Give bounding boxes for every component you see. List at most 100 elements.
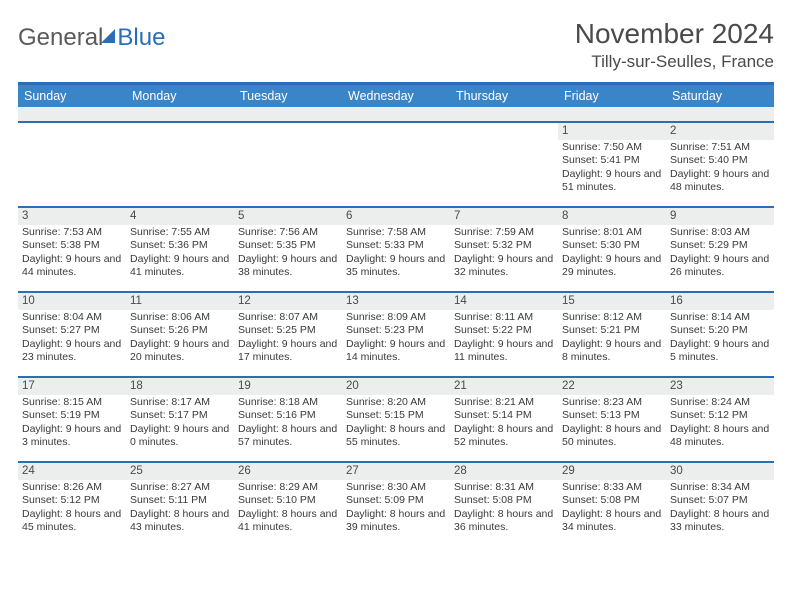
daylight-text: Daylight: 9 hours and 51 minutes. [562,168,662,195]
sunrise-text: Sunrise: 8:24 AM [670,396,770,409]
sunrise-text: Sunrise: 7:53 AM [22,226,122,239]
sunset-text: Sunset: 5:17 PM [130,409,230,422]
week-row: 10Sunrise: 8:04 AMSunset: 5:27 PMDayligh… [18,291,774,376]
day-header-row: Sunday Monday Tuesday Wednesday Thursday… [18,85,774,107]
day-number: 23 [666,378,774,395]
dayhead-monday: Monday [126,85,234,107]
sunset-text: Sunset: 5:27 PM [22,324,122,337]
sunrise-text: Sunrise: 8:26 AM [22,481,122,494]
spacer-row [18,107,774,121]
sunset-text: Sunset: 5:19 PM [22,409,122,422]
day-cell: 11Sunrise: 8:06 AMSunset: 5:26 PMDayligh… [126,293,234,376]
daylight-text: Daylight: 9 hours and 11 minutes. [454,338,554,365]
day-number: 29 [558,463,666,480]
day-number: 13 [342,293,450,310]
daylight-text: Daylight: 9 hours and 23 minutes. [22,338,122,365]
logo: General Blue [18,18,165,52]
day-detail: Sunrise: 8:15 AMSunset: 5:19 PMDaylight:… [18,396,126,452]
daylight-text: Daylight: 8 hours and 41 minutes. [238,508,338,535]
sunset-text: Sunset: 5:26 PM [130,324,230,337]
day-detail: Sunrise: 8:09 AMSunset: 5:23 PMDaylight:… [342,311,450,367]
daylight-text: Daylight: 9 hours and 5 minutes. [670,338,770,365]
day-detail: Sunrise: 8:31 AMSunset: 5:08 PMDaylight:… [450,481,558,537]
day-number: 21 [450,378,558,395]
day-cell: 23Sunrise: 8:24 AMSunset: 5:12 PMDayligh… [666,378,774,461]
day-detail: Sunrise: 7:55 AMSunset: 5:36 PMDaylight:… [126,226,234,282]
day-cell: 6Sunrise: 7:58 AMSunset: 5:33 PMDaylight… [342,208,450,291]
title-block: November 2024 Tilly-sur-Seulles, France [575,18,774,72]
day-number: 24 [18,463,126,480]
sunrise-text: Sunrise: 8:18 AM [238,396,338,409]
location-label: Tilly-sur-Seulles, France [575,52,774,72]
day-cell: 18Sunrise: 8:17 AMSunset: 5:17 PMDayligh… [126,378,234,461]
week-row: 17Sunrise: 8:15 AMSunset: 5:19 PMDayligh… [18,376,774,461]
day-number: 26 [234,463,342,480]
day-number: 18 [126,378,234,395]
daylight-text: Daylight: 9 hours and 17 minutes. [238,338,338,365]
daylight-text: Daylight: 9 hours and 20 minutes. [130,338,230,365]
daylight-text: Daylight: 8 hours and 52 minutes. [454,423,554,450]
sunrise-text: Sunrise: 8:34 AM [670,481,770,494]
day-cell: 20Sunrise: 8:20 AMSunset: 5:15 PMDayligh… [342,378,450,461]
day-detail: Sunrise: 8:24 AMSunset: 5:12 PMDaylight:… [666,396,774,452]
sunrise-text: Sunrise: 7:59 AM [454,226,554,239]
day-detail: Sunrise: 8:23 AMSunset: 5:13 PMDaylight:… [558,396,666,452]
sunrise-text: Sunrise: 7:56 AM [238,226,338,239]
day-detail: Sunrise: 7:53 AMSunset: 5:38 PMDaylight:… [18,226,126,282]
daylight-text: Daylight: 9 hours and 41 minutes. [130,253,230,280]
daylight-text: Daylight: 8 hours and 55 minutes. [346,423,446,450]
day-detail: Sunrise: 8:29 AMSunset: 5:10 PMDaylight:… [234,481,342,537]
sunset-text: Sunset: 5:08 PM [562,494,662,507]
day-cell: 9Sunrise: 8:03 AMSunset: 5:29 PMDaylight… [666,208,774,291]
day-number: 19 [234,378,342,395]
day-number: 1 [558,123,666,140]
day-number: 4 [126,208,234,225]
day-detail: Sunrise: 8:01 AMSunset: 5:30 PMDaylight:… [558,226,666,282]
daylight-text: Daylight: 9 hours and 0 minutes. [130,423,230,450]
daylight-text: Daylight: 9 hours and 3 minutes. [22,423,122,450]
sunrise-text: Sunrise: 8:23 AM [562,396,662,409]
day-detail: Sunrise: 8:07 AMSunset: 5:25 PMDaylight:… [234,311,342,367]
sunrise-text: Sunrise: 8:17 AM [130,396,230,409]
sunset-text: Sunset: 5:32 PM [454,239,554,252]
day-number: 20 [342,378,450,395]
day-detail: Sunrise: 7:50 AMSunset: 5:41 PMDaylight:… [558,141,666,197]
week-row: 24Sunrise: 8:26 AMSunset: 5:12 PMDayligh… [18,461,774,546]
day-detail: Sunrise: 8:03 AMSunset: 5:29 PMDaylight:… [666,226,774,282]
day-number: 17 [18,378,126,395]
daylight-text: Daylight: 8 hours and 50 minutes. [562,423,662,450]
sunset-text: Sunset: 5:09 PM [346,494,446,507]
sunset-text: Sunset: 5:23 PM [346,324,446,337]
day-number: 12 [234,293,342,310]
sunset-text: Sunset: 5:38 PM [22,239,122,252]
logo-text-general: General [18,24,103,52]
sunrise-text: Sunrise: 8:06 AM [130,311,230,324]
sunset-text: Sunset: 5:10 PM [238,494,338,507]
daylight-text: Daylight: 8 hours and 57 minutes. [238,423,338,450]
dayhead-sunday: Sunday [18,85,126,107]
sunset-text: Sunset: 5:29 PM [670,239,770,252]
sunset-text: Sunset: 5:25 PM [238,324,338,337]
daylight-text: Daylight: 8 hours and 43 minutes. [130,508,230,535]
weeks-container: 1Sunrise: 7:50 AMSunset: 5:41 PMDaylight… [18,121,774,546]
sunrise-text: Sunrise: 8:15 AM [22,396,122,409]
day-cell: 16Sunrise: 8:14 AMSunset: 5:20 PMDayligh… [666,293,774,376]
week-row: 1Sunrise: 7:50 AMSunset: 5:41 PMDaylight… [18,121,774,206]
day-detail: Sunrise: 8:20 AMSunset: 5:15 PMDaylight:… [342,396,450,452]
day-number: 25 [126,463,234,480]
sunrise-text: Sunrise: 7:55 AM [130,226,230,239]
sunset-text: Sunset: 5:08 PM [454,494,554,507]
daylight-text: Daylight: 8 hours and 45 minutes. [22,508,122,535]
daylight-text: Daylight: 9 hours and 44 minutes. [22,253,122,280]
sunrise-text: Sunrise: 8:09 AM [346,311,446,324]
day-detail: Sunrise: 8:06 AMSunset: 5:26 PMDaylight:… [126,311,234,367]
day-number: 6 [342,208,450,225]
daylight-text: Daylight: 9 hours and 8 minutes. [562,338,662,365]
day-cell [126,123,234,206]
month-title: November 2024 [575,18,774,50]
logo-triangle-icon [101,29,115,43]
day-detail: Sunrise: 8:14 AMSunset: 5:20 PMDaylight:… [666,311,774,367]
day-cell: 28Sunrise: 8:31 AMSunset: 5:08 PMDayligh… [450,463,558,546]
day-number: 3 [18,208,126,225]
sunrise-text: Sunrise: 7:51 AM [670,141,770,154]
